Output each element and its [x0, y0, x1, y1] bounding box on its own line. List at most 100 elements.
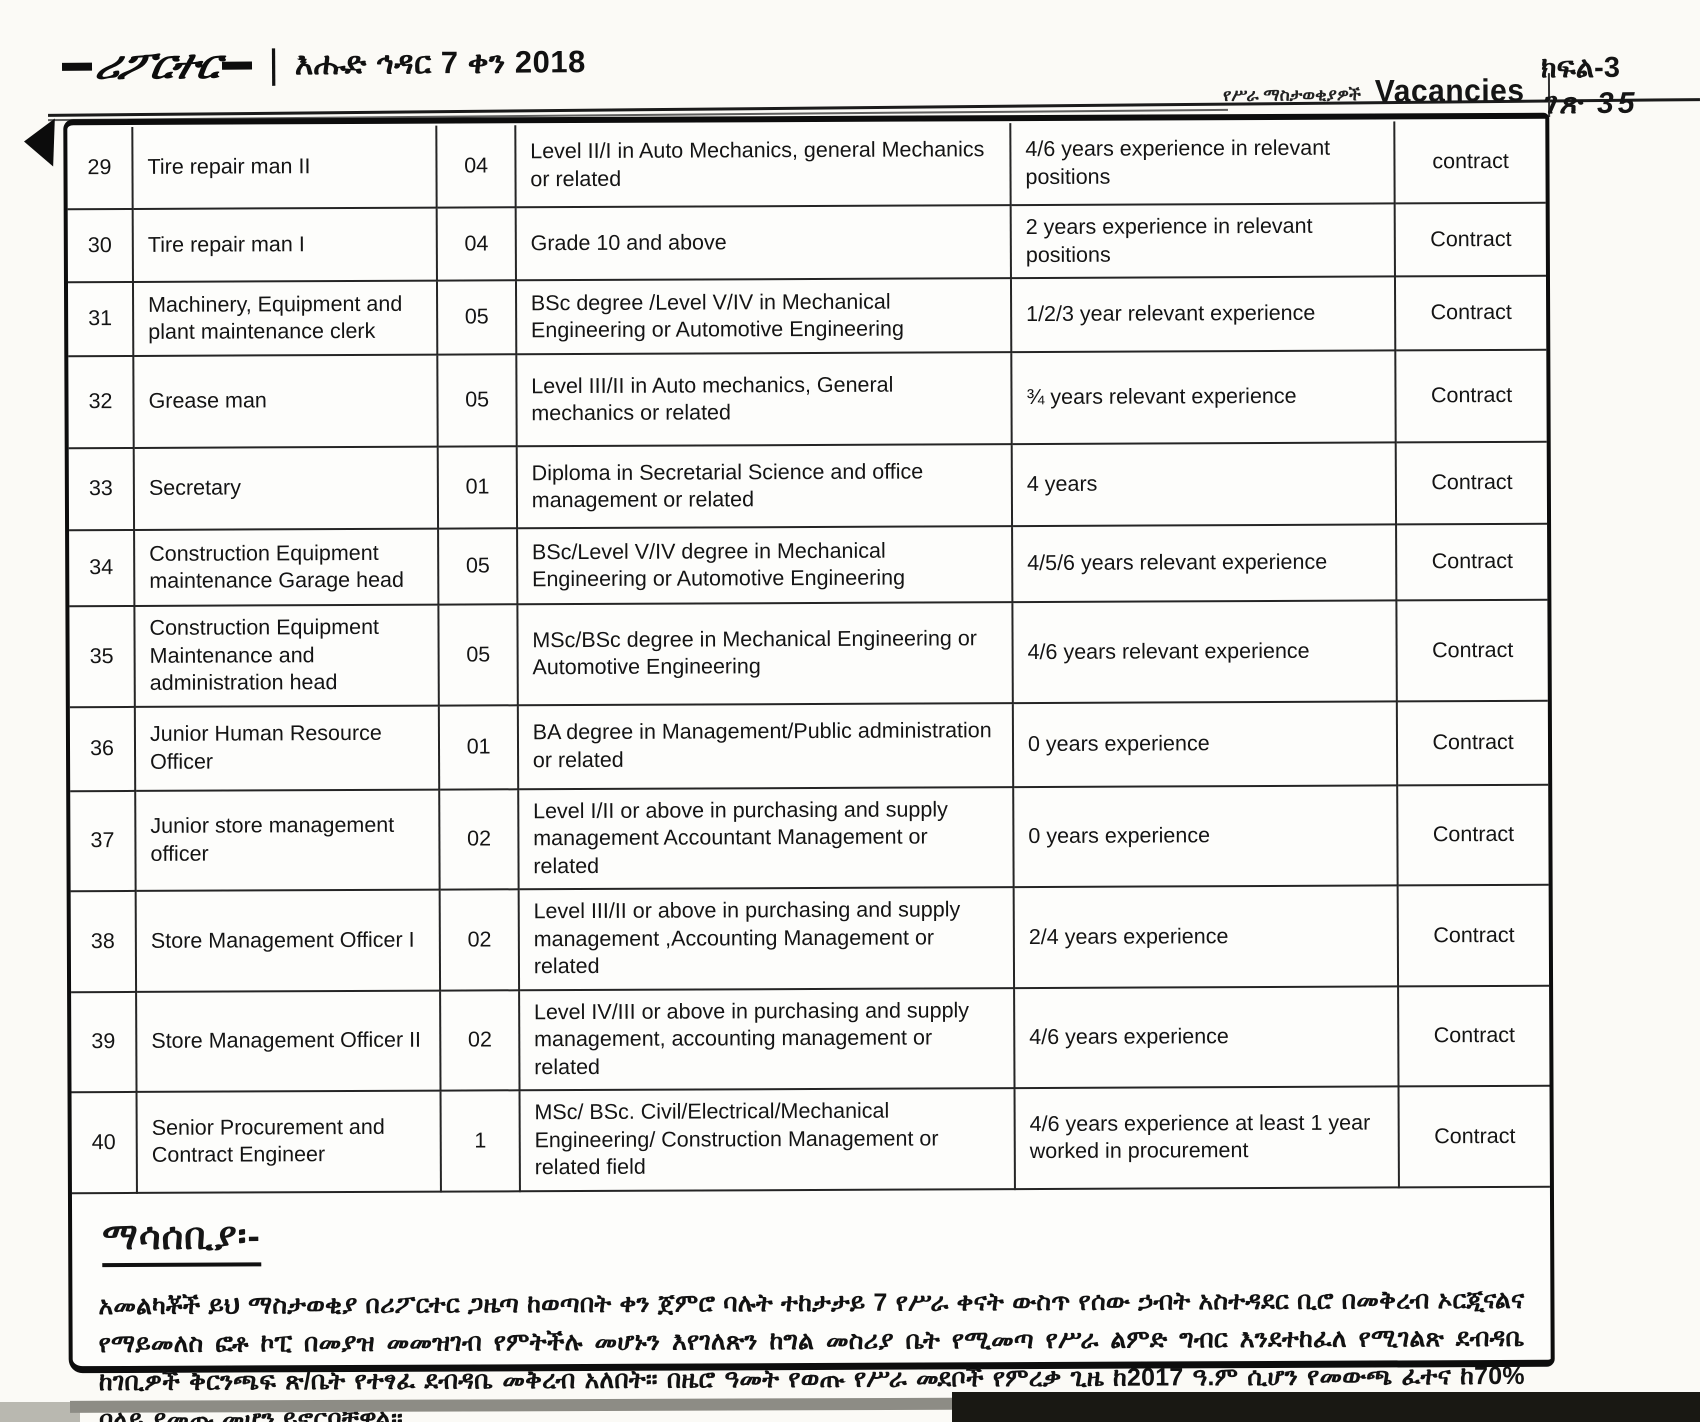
- table-row: 38 Store Management Officer I 02 Level I…: [70, 884, 1550, 992]
- qualification: BA degree in Management/Public administr…: [517, 702, 1014, 789]
- row-number: 31: [67, 281, 134, 357]
- table-row: 30 Tire repair man I 04 Grade 10 and abo…: [67, 202, 1546, 283]
- row-number: 35: [69, 605, 135, 707]
- reporter-logo-text: ሪፖርተር: [92, 41, 223, 88]
- quantity: 05: [437, 354, 517, 447]
- qualification: BSc/Level V/IV degree in Mechanical Engi…: [516, 526, 1013, 605]
- qualification: MSc/BSc degree in Mechanical Engineering…: [517, 602, 1013, 705]
- job-title: Senior Procurement and Contract Engineer: [136, 1090, 442, 1193]
- experience: 1/2/3 year relevant experience: [1010, 276, 1396, 353]
- experience: 0 years experience: [1013, 785, 1398, 888]
- employment-type: Contract: [1397, 884, 1550, 987]
- job-title: Junior store management officer: [135, 789, 441, 892]
- job-title: Machinery, Equipment and plant maintenan…: [133, 280, 438, 356]
- experience: 4/6 years experience: [1014, 986, 1399, 1089]
- employment-type: Contract: [1396, 599, 1548, 702]
- qualification: Level III/II or above in purchasing and …: [518, 887, 1015, 990]
- table-row: 35 Construction Equipment Maintenance an…: [69, 599, 1548, 707]
- logo-flourish-right: [222, 60, 253, 70]
- reporter-logo: ሪፖርተር: [61, 40, 253, 90]
- qualification: Level IV/III or above in purchasing and …: [518, 987, 1015, 1091]
- employment-type: Contract: [1395, 275, 1547, 351]
- vacancies-amharic-label: የሥራ ማስታወቂያዎች: [1222, 85, 1361, 105]
- experience: 2/4 years experience: [1013, 885, 1399, 988]
- job-title: Construction Equipment Maintenance and a…: [134, 604, 440, 707]
- table-row: 34 Construction Equipment maintenance Ga…: [69, 523, 1548, 607]
- experience: 4/6 years experience in relevant positio…: [1010, 121, 1395, 206]
- page-number: ገጽ 35: [1540, 86, 1639, 121]
- qualification: Level II/I in Auto Mechanics, general Me…: [515, 123, 1011, 208]
- quantity: 1: [440, 1090, 520, 1192]
- qualification: MSc/ BSc. Civil/Electrical/Mechanical En…: [519, 1088, 1015, 1192]
- left-arrow-marker: [23, 117, 55, 167]
- employment-type: Contract: [1397, 700, 1549, 786]
- table-row: 36 Junior Human Resource Officer 01 BA d…: [69, 700, 1549, 791]
- row-number: 39: [71, 991, 137, 1093]
- employment-type: Contract: [1396, 523, 1548, 601]
- scan-artifact-left: [0, 1402, 80, 1422]
- quantity: 01: [439, 704, 519, 790]
- row-number: 34: [69, 529, 135, 607]
- notes-heading: ማሳሰቢያ፡-: [102, 1215, 261, 1267]
- table-row: 33 Secretary 01 Diploma in Secretarial S…: [68, 441, 1548, 531]
- employment-type: Contract: [1398, 1085, 1550, 1188]
- employment-type: Contract: [1395, 349, 1547, 443]
- table-row: 37 Junior store management officer 02 Le…: [70, 784, 1549, 892]
- table-row: 39 Store Management Officer II 02 Level …: [71, 985, 1550, 1093]
- logo-flourish-left: [61, 62, 93, 71]
- masthead-divider: |: [268, 42, 279, 87]
- employment-type: Contract: [1397, 784, 1549, 886]
- table-row: 29 Tire repair man II 04 Level II/I in A…: [67, 120, 1546, 210]
- qualification: BSc degree /Level V/IV in Mechanical Eng…: [515, 278, 1012, 355]
- quantity: 02: [439, 788, 519, 890]
- qualification: Level I/II or above in purchasing and su…: [518, 786, 1014, 890]
- experience: ¾ years relevant experience: [1011, 350, 1396, 445]
- table-row: 31 Machinery, Equipment and plant mainte…: [67, 275, 1547, 357]
- employment-type: Contract: [1398, 985, 1550, 1087]
- experience: 4/6 years relevant experience: [1012, 600, 1398, 703]
- quantity: 05: [437, 280, 517, 355]
- employment-type: contract: [1394, 120, 1546, 204]
- job-title: Junior Human Resource Officer: [134, 705, 440, 791]
- job-title: Store Management Officer II: [136, 990, 441, 1093]
- row-number: 38: [70, 891, 137, 992]
- job-title: Construction Equipment maintenance Garag…: [134, 528, 439, 606]
- row-number: 40: [71, 1092, 137, 1193]
- vacancies-table: 29 Tire repair man II 04 Level II/I in A…: [67, 120, 1550, 1194]
- quantity: 01: [438, 446, 517, 529]
- job-title: Tire repair man II: [132, 125, 438, 209]
- section-page-block: ክፍል-3 ገጽ 35: [1540, 52, 1638, 122]
- row-number: 37: [70, 790, 136, 892]
- table-row: 32 Grease man 05 Level III/II in Auto me…: [68, 349, 1547, 449]
- qualification: Level III/II in Auto mechanics, General …: [516, 352, 1012, 447]
- quantity: 04: [436, 125, 516, 208]
- employment-type: Contract: [1394, 202, 1546, 277]
- job-title: Tire repair man I: [132, 207, 438, 282]
- experience: 2 years experience in relevant positions: [1010, 203, 1396, 279]
- quantity: 05: [438, 528, 518, 605]
- row-number: 33: [68, 447, 135, 531]
- experience: 4/5/6 years relevant experience: [1012, 524, 1397, 603]
- notes-section: ማሳሰቢያ፡- አመልካቾች ይህ ማስታወቂያ በሪፖርተር ጋዜጣ ከወጣበ…: [72, 1188, 1551, 1422]
- section-label: ክፍል-3: [1540, 51, 1620, 85]
- row-number: 29: [67, 126, 133, 210]
- masthead: ሪፖርተር | እሑድ ኅዳር 7 ቀን 2018: [61, 38, 586, 91]
- issue-date: እሑድ ኅዳር 7 ቀን 2018: [294, 44, 586, 82]
- job-title: Store Management Officer I: [135, 889, 441, 992]
- vacancies-content-box: 29 Tire repair man II 04 Level II/I in A…: [63, 112, 1555, 1422]
- quantity: 05: [438, 604, 518, 706]
- qualification: Grade 10 and above: [515, 205, 1011, 281]
- employment-type: Contract: [1395, 441, 1548, 525]
- row-number: 32: [68, 355, 134, 449]
- quantity: 04: [437, 207, 516, 281]
- vacancies-label: Vacancies: [1374, 73, 1525, 110]
- job-title: Secretary: [133, 446, 439, 530]
- qualification: Diploma in Secretarial Science and offic…: [516, 444, 1013, 529]
- experience: 4/6 years experience at least 1 year wor…: [1014, 1086, 1400, 1189]
- experience: 4 years: [1011, 442, 1397, 527]
- row-number: 30: [67, 208, 134, 283]
- job-title: Grease man: [133, 354, 439, 448]
- quantity: 02: [440, 989, 520, 1091]
- scan-artifact-block: [952, 1392, 1700, 1422]
- experience: 0 years experience: [1012, 701, 1398, 787]
